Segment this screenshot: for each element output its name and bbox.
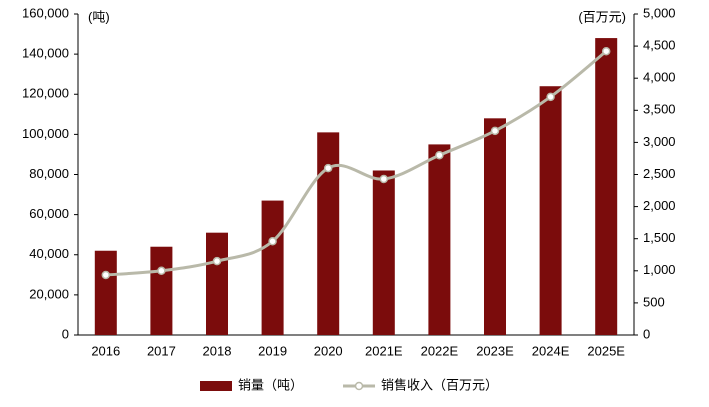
bar xyxy=(94,250,117,335)
legend-label: 销量（吨） xyxy=(238,377,303,392)
y2-tick-label: 5,000 xyxy=(643,5,676,20)
bar xyxy=(206,232,228,335)
y-tick-label: 60,000 xyxy=(29,206,69,221)
y-tick-label: 100,000 xyxy=(22,126,69,141)
x-tick-label: 2019 xyxy=(258,343,287,358)
bar xyxy=(428,144,451,335)
y2-tick-label: 2,500 xyxy=(643,166,676,181)
x-tick-label: 2016 xyxy=(91,343,120,358)
legend-swatch xyxy=(200,381,232,391)
x-tick-label: 2023E xyxy=(476,343,514,358)
y2-tick-label: 1,500 xyxy=(643,230,676,245)
x-tick-label: 2025E xyxy=(587,343,625,358)
y-tick-label: 20,000 xyxy=(29,286,69,301)
line-point xyxy=(323,163,333,173)
y2-tick-label: 2,000 xyxy=(643,198,676,213)
y2-tick-label: 3,500 xyxy=(643,102,676,117)
y-tick-label: 140,000 xyxy=(22,46,69,61)
y-axis-unit: (吨) xyxy=(88,9,110,24)
y2-tick-label: 1,000 xyxy=(643,262,676,277)
y-tick-label: 0 xyxy=(62,326,69,341)
x-tick-label: 2024E xyxy=(532,343,570,358)
x-tick-label: 2018 xyxy=(203,343,232,358)
line-point xyxy=(601,46,611,56)
bar xyxy=(595,38,618,335)
y-tick-label: 120,000 xyxy=(22,86,69,101)
bar xyxy=(539,86,562,335)
bar xyxy=(150,246,173,335)
bar xyxy=(261,200,284,335)
y2-axis-unit: (百万元) xyxy=(578,9,626,24)
y-tick-label: 160,000 xyxy=(22,5,69,20)
y2-tick-label: 500 xyxy=(643,294,665,309)
line-point xyxy=(546,92,555,102)
x-tick-label: 2017 xyxy=(147,343,176,358)
line-point xyxy=(490,126,500,136)
line-point xyxy=(157,266,166,276)
y2-tick-label: 3,000 xyxy=(643,134,676,149)
bar xyxy=(317,132,340,335)
y-tick-label: 40,000 xyxy=(29,246,69,261)
y2-tick-label: 0 xyxy=(643,326,650,341)
bar xyxy=(484,118,506,335)
legend-label: 销售收入（百万元） xyxy=(381,377,498,392)
line-point xyxy=(268,237,277,246)
y2-tick-label: 4,000 xyxy=(643,70,676,85)
x-tick-label: 2022E xyxy=(421,343,459,358)
x-tick-label: 2021E xyxy=(365,343,403,358)
legend-marker xyxy=(354,381,364,391)
y2-tick-label: 4,500 xyxy=(643,38,676,53)
bar xyxy=(372,170,395,335)
line xyxy=(105,50,608,277)
x-tick-label: 2020 xyxy=(314,343,343,358)
line-point xyxy=(379,174,389,184)
line-point xyxy=(101,270,111,280)
y-tick-label: 80,000 xyxy=(29,166,69,181)
line-point xyxy=(212,256,222,266)
line-point xyxy=(435,150,444,160)
